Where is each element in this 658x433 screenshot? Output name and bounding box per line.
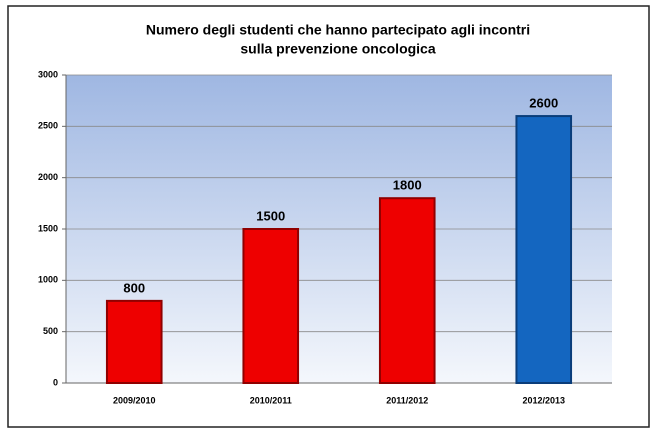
x-tick-label: 2009/2010 bbox=[113, 395, 156, 405]
y-tick-label: 3000 bbox=[38, 69, 58, 79]
x-tick-label: 2012/2013 bbox=[522, 395, 565, 405]
y-tick-label: 500 bbox=[43, 326, 58, 336]
bar bbox=[242, 228, 300, 384]
data-label: 2600 bbox=[529, 96, 558, 111]
x-tick-label: 2011/2012 bbox=[386, 395, 428, 405]
y-tick-label: 1500 bbox=[38, 223, 58, 233]
y-tick-label: 1000 bbox=[38, 275, 58, 285]
data-label: 1500 bbox=[256, 208, 285, 223]
data-label: 1800 bbox=[393, 178, 422, 193]
chart-title: sulla prevenzione oncologica bbox=[240, 41, 435, 57]
y-tick-label: 2500 bbox=[38, 121, 58, 131]
bar bbox=[105, 299, 163, 384]
chart-title: Numero degli studenti che hanno partecip… bbox=[146, 22, 530, 38]
y-tick-label: 0 bbox=[53, 377, 58, 387]
data-label: 800 bbox=[123, 280, 145, 295]
bar bbox=[378, 197, 436, 384]
y-tick-label: 2000 bbox=[38, 172, 58, 182]
bar bbox=[515, 115, 573, 384]
x-tick-label: 2010/2011 bbox=[250, 395, 292, 405]
